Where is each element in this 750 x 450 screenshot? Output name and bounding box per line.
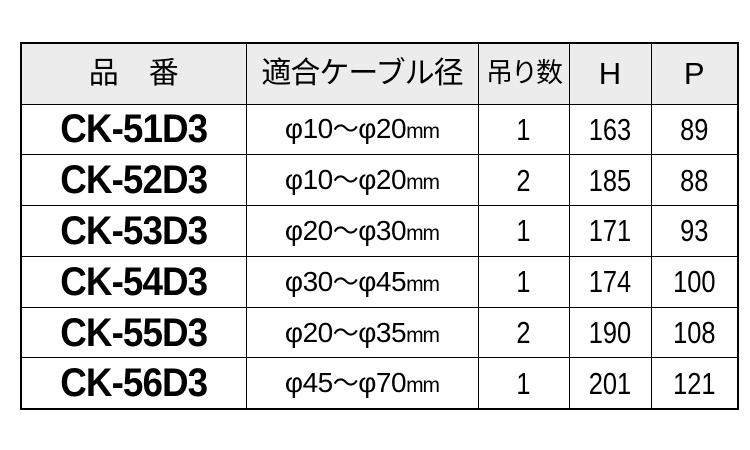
diameter-max: φ20: [358, 164, 407, 196]
table-body: CK-51D3 φ10〜φ20mm 1 163 89 CK-52D3 φ10〜φ20mm 2 1…: [21, 103, 738, 410]
cell-model: CK-51D3: [29, 103, 238, 156]
cell-p: 88: [658, 154, 731, 207]
diameter-min: φ10: [284, 113, 333, 145]
table-row: CK-53D3 φ20〜φ30mm 1 171 93: [21, 205, 738, 257]
range-tilde: 〜: [332, 266, 359, 297]
table-row: CK-55D3 φ20〜φ35mm 2 190 108: [21, 306, 738, 359]
diameter-unit: mm: [406, 374, 440, 398]
cell-diameter: φ10〜φ20mm: [245, 103, 479, 156]
cell-p: 108: [658, 306, 731, 359]
diameter-unit: mm: [406, 171, 440, 195]
cell-diameter: φ20〜φ30mm: [245, 205, 479, 257]
specification-table: 品 番 適合ケーブル径 吊り数 H P CK-51D3 φ10〜φ20mm 1 163…: [20, 42, 739, 410]
column-header-model: 品 番: [20, 42, 247, 105]
cell-quantity: 1: [485, 255, 562, 308]
cell-quantity: 1: [485, 103, 562, 156]
column-header-diameter: 適合ケーブル径: [245, 42, 479, 105]
cell-diameter: φ10〜φ20mm: [245, 154, 479, 207]
cell-quantity: 2: [485, 154, 562, 207]
cell-model: CK-52D3: [29, 154, 238, 207]
diameter-unit: mm: [406, 221, 440, 245]
cell-diameter: φ30〜φ45mm: [245, 255, 479, 308]
cell-p: 89: [658, 103, 731, 156]
diameter-min: φ20: [284, 214, 333, 246]
table-row: CK-52D3 φ10〜φ20mm 2 185 88: [21, 154, 738, 207]
cell-model: CK-53D3: [29, 205, 238, 257]
range-tilde: 〜: [332, 114, 359, 145]
cell-model: CK-54D3: [29, 255, 238, 308]
cell-p: 93: [658, 205, 731, 257]
table-row: CK-51D3 φ10〜φ20mm 1 163 89: [21, 103, 738, 156]
cell-model: CK-56D3: [29, 357, 238, 410]
cell-diameter: φ20〜φ35mm: [245, 306, 479, 359]
cell-h: 201: [575, 357, 645, 410]
diameter-min: φ20: [284, 316, 333, 348]
range-tilde: 〜: [332, 317, 359, 348]
diameter-unit: mm: [406, 272, 440, 296]
cell-h: 171: [575, 205, 645, 257]
cell-quantity: 2: [485, 306, 562, 359]
cell-h: 163: [575, 103, 645, 156]
cell-model: CK-55D3: [29, 306, 238, 359]
cell-h: 185: [575, 154, 645, 207]
diameter-min: φ10: [284, 164, 333, 196]
cell-quantity: 1: [485, 205, 562, 257]
range-tilde: 〜: [332, 368, 359, 399]
range-tilde: 〜: [332, 165, 359, 196]
cell-h: 174: [575, 255, 645, 308]
column-header-p: P: [650, 42, 739, 105]
column-header-h: H: [568, 42, 652, 105]
table-header: 品 番 適合ケーブル径 吊り数 H P: [20, 42, 739, 105]
table-row: CK-54D3 φ30〜φ45mm 1 174 100: [21, 255, 738, 308]
diameter-unit: mm: [406, 323, 440, 347]
diameter-max: φ70: [358, 367, 407, 399]
column-header-quantity: 吊り数: [477, 42, 570, 105]
header-row: 品 番 適合ケーブル径 吊り数 H P: [20, 42, 739, 105]
diameter-max: φ35: [358, 316, 407, 348]
diameter-max: φ45: [358, 265, 407, 297]
diameter-min: φ30: [284, 265, 333, 297]
cell-quantity: 1: [485, 357, 562, 410]
cell-h: 190: [575, 306, 645, 359]
range-tilde: 〜: [332, 215, 359, 246]
diameter-max: φ20: [358, 113, 407, 145]
table-row: CK-56D3 φ45〜φ70mm 1 201 121: [21, 357, 738, 410]
diameter-unit: mm: [406, 120, 440, 144]
cell-diameter: φ45〜φ70mm: [245, 357, 479, 410]
diameter-max: φ30: [358, 214, 407, 246]
cell-p: 100: [658, 255, 731, 308]
diameter-min: φ45: [284, 367, 333, 399]
cell-p: 121: [658, 357, 731, 410]
